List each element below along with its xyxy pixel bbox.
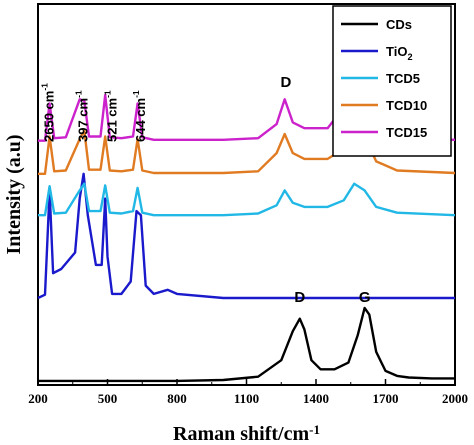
peak-band-label: G [359, 289, 371, 306]
x-axis-label-sup: -1 [309, 422, 320, 437]
legend-label-main: TCD5 [386, 71, 420, 86]
legend-label: CDs [386, 17, 412, 32]
legend-label: TCD15 [386, 125, 427, 140]
peak-wavenumber-label: 397 cm-1 [74, 90, 91, 142]
series-line-cds [38, 306, 455, 383]
legend-label-main: TCD10 [386, 98, 427, 113]
peak-wavenumber-label-sup: -1 [40, 83, 50, 91]
legend: CDs TiO2 TCD5 TCD10 TCD15 [332, 5, 452, 157]
axis-layer: 200 500 800 1100 1400 1700 2000 Raman shift/cm-… [3, 134, 468, 445]
x-tick-label: 500 [98, 391, 118, 406]
legend-label-main: TiO [386, 44, 407, 59]
peak-wavenumber-label-main: 397 cm [76, 98, 91, 142]
legend-label: TiO2 [386, 44, 413, 62]
peak-wavenumber-label-main: 2650 cm [42, 91, 57, 142]
peak-wavenumber-label: 521 cm-1 [102, 90, 119, 142]
x-axis-label-main: Raman shift/cm [173, 423, 309, 445]
legend-label-sub: 2 [407, 52, 412, 62]
peak-wavenumber-label-main: 644 cm [133, 98, 148, 142]
peak-wavenumber-label: 644 cm-1 [131, 90, 148, 142]
peak-wavenumber-label-main: 521 cm [104, 98, 119, 142]
peak-wavenumber-label-sup: -1 [102, 90, 112, 98]
x-tick-label: 1100 [234, 391, 259, 406]
peak-wavenumber-label-sup: -1 [131, 90, 141, 98]
series-line-tio2 [37, 172, 455, 300]
y-axis-label: Intensity (a.u) [3, 134, 25, 254]
x-axis-label: Raman shift/cm-1 [173, 422, 320, 445]
peak-band-label: D [280, 74, 291, 91]
peak-wavenumber-label: 2650 cm-1 [40, 83, 57, 142]
legend-label: TCD5 [386, 71, 420, 86]
legend-label: TCD10 [386, 98, 427, 113]
x-tick-label: 800 [167, 391, 187, 406]
x-tick-label: 1400 [303, 391, 329, 406]
x-tick-label: 1700 [373, 391, 399, 406]
series-line-tcd5 [38, 182, 456, 217]
peak-band-label: D [294, 289, 305, 306]
x-tick-label: 200 [28, 391, 48, 406]
legend-label-main: TCD15 [386, 125, 427, 140]
legend-label-main: CDs [386, 17, 412, 32]
x-tick-label: 2000 [442, 391, 468, 406]
peak-wavenumber-label-sup: -1 [74, 90, 84, 98]
